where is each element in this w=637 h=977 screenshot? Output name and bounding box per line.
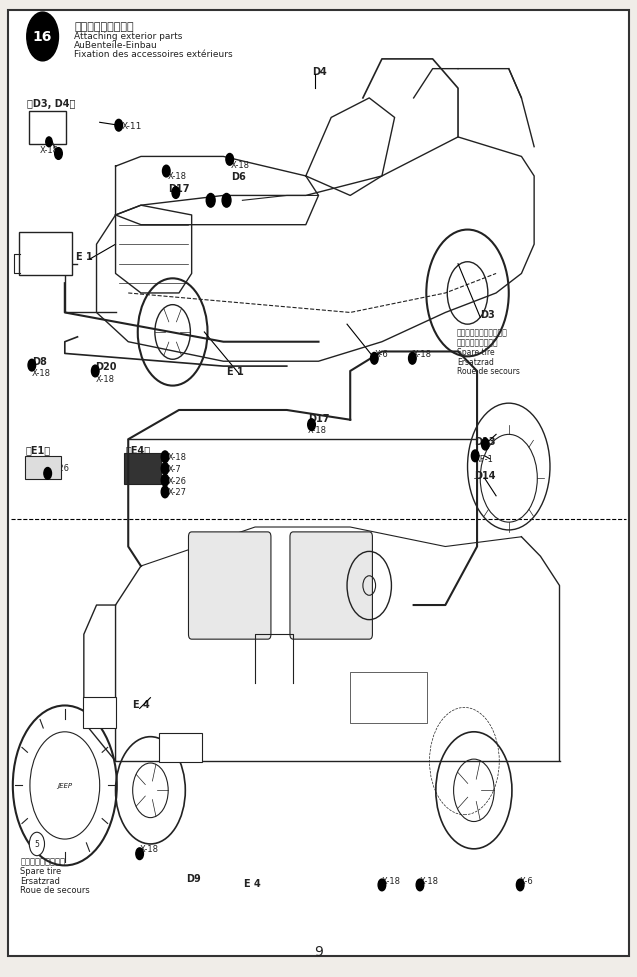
Text: D20: D20: [96, 361, 117, 371]
Text: X-18: X-18: [96, 375, 114, 384]
Text: D9: D9: [186, 873, 201, 883]
Text: D17: D17: [308, 413, 329, 423]
Text: 〈E4〉: 〈E4〉: [125, 445, 150, 454]
Text: スペアタイヤカバー: スペアタイヤカバー: [20, 856, 66, 866]
FancyBboxPatch shape: [83, 697, 116, 728]
Circle shape: [55, 149, 62, 160]
Text: X-18: X-18: [382, 875, 401, 884]
Text: X-18: X-18: [168, 452, 187, 462]
Circle shape: [92, 365, 99, 377]
Text: XF-1: XF-1: [475, 454, 494, 464]
Text: D13: D13: [474, 437, 496, 446]
FancyBboxPatch shape: [19, 234, 73, 276]
Circle shape: [27, 13, 59, 62]
Circle shape: [161, 463, 169, 475]
Circle shape: [161, 487, 169, 498]
Text: X-18: X-18: [39, 146, 59, 155]
Circle shape: [482, 439, 489, 450]
Text: D8: D8: [32, 357, 47, 366]
Text: X-18: X-18: [168, 172, 187, 182]
Circle shape: [308, 419, 315, 431]
Text: D4: D4: [312, 66, 327, 76]
Circle shape: [46, 138, 52, 148]
Circle shape: [378, 879, 386, 891]
Circle shape: [408, 353, 416, 364]
Text: X-26: X-26: [51, 463, 70, 473]
Text: Roue de secours: Roue de secours: [457, 367, 520, 376]
Text: Spare tire: Spare tire: [457, 348, 494, 357]
Text: D6: D6: [231, 172, 246, 182]
Circle shape: [371, 353, 378, 364]
Text: X-26: X-26: [168, 476, 187, 486]
Text: E 1: E 1: [227, 366, 243, 376]
Text: E 4: E 4: [133, 700, 150, 709]
Circle shape: [206, 194, 215, 208]
Text: X-18: X-18: [32, 369, 51, 378]
Circle shape: [471, 450, 479, 462]
Text: Ersatzrad: Ersatzrad: [457, 358, 494, 366]
Text: 16: 16: [33, 30, 52, 44]
Text: スペアタイヤカバー: スペアタイヤカバー: [457, 338, 498, 347]
Text: JEEP: JEEP: [381, 697, 396, 702]
Text: Roue de secours: Roue de secours: [20, 885, 90, 894]
FancyBboxPatch shape: [350, 672, 427, 723]
Text: 9: 9: [314, 944, 323, 958]
FancyBboxPatch shape: [29, 111, 66, 145]
Text: X-18: X-18: [308, 426, 327, 435]
Text: Attaching exterior parts: Attaching exterior parts: [75, 32, 183, 41]
Circle shape: [28, 360, 36, 371]
Circle shape: [172, 188, 180, 199]
FancyBboxPatch shape: [189, 532, 271, 640]
Text: X-18: X-18: [140, 844, 159, 854]
Text: X-6: X-6: [375, 350, 388, 359]
Circle shape: [161, 475, 169, 487]
Text: 〈D3, D4〉: 〈D3, D4〉: [27, 99, 75, 108]
Circle shape: [161, 451, 169, 463]
Circle shape: [226, 154, 234, 166]
Circle shape: [115, 120, 122, 132]
Text: X-7: X-7: [168, 464, 182, 474]
Text: 5: 5: [34, 839, 39, 849]
Text: X-6: X-6: [520, 875, 534, 884]
Text: D14: D14: [474, 471, 496, 481]
Text: X-11: X-11: [122, 121, 142, 131]
Circle shape: [44, 468, 52, 480]
Circle shape: [136, 848, 143, 860]
Text: Ersatzrad: Ersatzrad: [20, 875, 61, 884]
Circle shape: [416, 879, 424, 891]
Circle shape: [29, 832, 45, 856]
FancyBboxPatch shape: [159, 733, 202, 762]
Text: X-27: X-27: [168, 488, 187, 497]
Circle shape: [517, 879, 524, 891]
Text: X-18: X-18: [420, 875, 439, 884]
FancyBboxPatch shape: [25, 456, 61, 480]
Text: X-18: X-18: [231, 160, 250, 170]
Text: 〈E1〉: 〈E1〉: [25, 445, 50, 454]
Text: AuBenteile-Einbau: AuBenteile-Einbau: [75, 41, 158, 50]
Text: 〈スペアタイヤカバー〉: 〈スペアタイヤカバー〉: [457, 328, 508, 337]
Text: JEEP: JEEP: [57, 783, 73, 788]
Text: D3: D3: [480, 310, 495, 320]
Circle shape: [222, 194, 231, 208]
FancyBboxPatch shape: [8, 11, 629, 956]
Text: Fixation des accessoires extérieurs: Fixation des accessoires extérieurs: [75, 50, 233, 59]
Text: E 4: E 4: [244, 878, 261, 888]
FancyBboxPatch shape: [124, 453, 161, 485]
Text: E 1: E 1: [76, 252, 93, 262]
Text: D17: D17: [168, 184, 190, 193]
Text: Spare tire: Spare tire: [20, 866, 62, 874]
Text: 外装部品のとりつけ: 外装部品のとりつけ: [75, 21, 134, 31]
Text: X-18: X-18: [412, 350, 431, 359]
FancyBboxPatch shape: [290, 532, 373, 640]
Circle shape: [162, 166, 170, 178]
